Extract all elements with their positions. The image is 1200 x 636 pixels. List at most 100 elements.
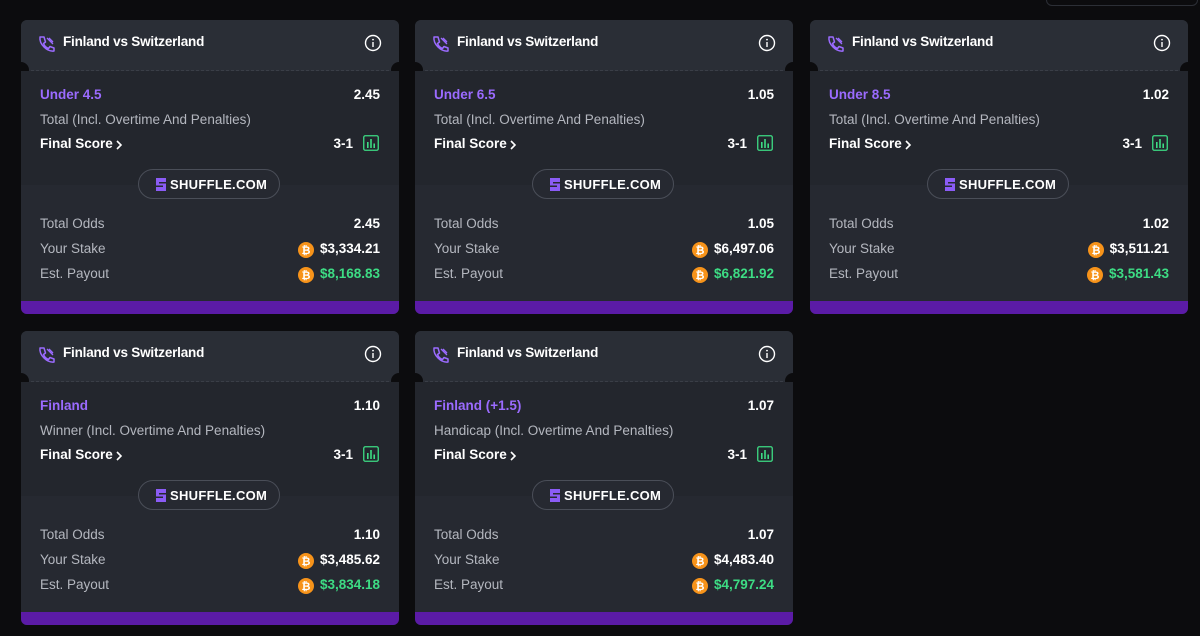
- total-odds-value: 1.05: [747, 216, 774, 231]
- total-odds-value: 2.45: [353, 216, 380, 231]
- top-toolbar-edge: [1046, 0, 1198, 6]
- bitcoin-coin-icon: ₿: [298, 553, 314, 569]
- stake-label: Your Stake: [40, 241, 106, 256]
- info-icon[interactable]: [364, 34, 382, 52]
- match-title[interactable]: Finland vs Switzerland: [457, 34, 599, 49]
- brand-badge[interactable]: SHUFFLE.COM: [138, 169, 280, 199]
- svg-text:₿: ₿: [696, 555, 705, 568]
- shuffle-logo-icon: [945, 178, 955, 191]
- selection-name: Under 8.5: [829, 87, 891, 102]
- ticket-notch-right: [785, 373, 793, 389]
- info-icon[interactable]: [1153, 34, 1171, 52]
- total-odds-label: Total Odds: [434, 527, 499, 542]
- chevron-right-icon[interactable]: [509, 139, 517, 151]
- market-name: Total (Incl. Overtime And Penalties): [434, 112, 645, 127]
- bitcoin-coin-icon: ₿: [692, 578, 708, 594]
- svg-text:₿: ₿: [696, 244, 705, 257]
- info-icon[interactable]: [758, 34, 776, 52]
- total-odds-value: 1.07: [747, 527, 774, 542]
- final-score-value: 3-1: [333, 136, 353, 151]
- bet-card-header: Finland vs Switzerland: [21, 20, 399, 71]
- bitcoin-coin-icon: ₿: [1087, 267, 1103, 283]
- selection-odds: 1.07: [747, 398, 774, 413]
- market-name: Handicap (Incl. Overtime And Penalties): [434, 423, 674, 438]
- selection-section: [21, 382, 399, 496]
- payout-value: $4,797.24: [713, 577, 774, 592]
- final-score-link[interactable]: Final Score: [40, 447, 113, 462]
- final-score-value: 3-1: [333, 447, 353, 462]
- bar-chart-icon[interactable]: [757, 446, 773, 462]
- ticket-notch-left: [415, 62, 423, 78]
- brand-badge[interactable]: SHUFFLE.COM: [532, 480, 674, 510]
- brand-name: SHUFFLE.COM: [170, 488, 268, 503]
- bet-card[interactable]: Finland vs Switzerland Under 4.5 2.45 To…: [21, 20, 399, 314]
- payout-label: Est. Payout: [40, 266, 110, 281]
- selection-name: Under 6.5: [434, 87, 496, 102]
- bitcoin-coin-icon: ₿: [298, 242, 314, 258]
- final-score-link[interactable]: Final Score: [40, 136, 113, 151]
- final-score-link[interactable]: Final Score: [434, 136, 507, 151]
- bet-card[interactable]: Finland vs Switzerland Finland 1.10 Winn…: [21, 331, 399, 625]
- match-title[interactable]: Finland vs Switzerland: [852, 34, 994, 49]
- match-title[interactable]: Finland vs Switzerland: [457, 345, 599, 360]
- chevron-right-icon[interactable]: [509, 450, 517, 462]
- stake-label: Your Stake: [40, 552, 106, 567]
- market-name: Total (Incl. Overtime And Penalties): [40, 112, 251, 127]
- match-title[interactable]: Finland vs Switzerland: [63, 345, 205, 360]
- selection-section: [21, 71, 399, 185]
- ticket-notch-right: [391, 62, 399, 78]
- brand-badge[interactable]: SHUFFLE.COM: [532, 169, 674, 199]
- market-name: Winner (Incl. Overtime And Penalties): [40, 423, 266, 438]
- chevron-right-icon[interactable]: [115, 450, 123, 462]
- brand-badge[interactable]: SHUFFLE.COM: [927, 169, 1069, 199]
- bet-card-header: Finland vs Switzerland: [415, 331, 793, 382]
- payout-value: $6,821.92: [713, 266, 774, 281]
- bet-card[interactable]: Finland vs Switzerland Under 8.5 1.02 To…: [810, 20, 1188, 314]
- brand-badge[interactable]: SHUFFLE.COM: [138, 480, 280, 510]
- shuffle-logo-icon: [156, 489, 166, 502]
- final-score-link[interactable]: Final Score: [829, 136, 902, 151]
- chevron-right-icon[interactable]: [115, 139, 123, 151]
- ticket-icon: [433, 347, 449, 363]
- card-accent-bar: [21, 612, 399, 625]
- card-accent-bar: [810, 301, 1188, 314]
- total-odds-value: 1.02: [1142, 216, 1169, 231]
- selection-section: [415, 382, 793, 496]
- stake-value: $4,483.40: [713, 552, 774, 567]
- ticket-notch-left: [810, 62, 818, 78]
- stake-value: $3,485.62: [319, 552, 380, 567]
- bar-chart-icon[interactable]: [1152, 135, 1168, 151]
- selection-odds: 1.10: [353, 398, 380, 413]
- bet-card-header: Finland vs Switzerland: [415, 20, 793, 71]
- match-title[interactable]: Finland vs Switzerland: [63, 34, 205, 49]
- chevron-right-icon[interactable]: [904, 139, 912, 151]
- selection-section: [415, 71, 793, 185]
- info-icon[interactable]: [758, 345, 776, 363]
- stake-value: $3,334.21: [319, 241, 380, 256]
- bet-card-header: Finland vs Switzerland: [21, 331, 399, 382]
- bar-chart-icon[interactable]: [757, 135, 773, 151]
- bet-card-header: Finland vs Switzerland: [810, 20, 1188, 71]
- final-score-value: 3-1: [1122, 136, 1142, 151]
- bar-chart-icon[interactable]: [363, 446, 379, 462]
- final-score-value: 3-1: [727, 447, 747, 462]
- card-accent-bar: [21, 301, 399, 314]
- ticket-notch-right: [1180, 62, 1188, 78]
- svg-text:₿: ₿: [302, 555, 311, 568]
- payout-label: Est. Payout: [829, 266, 899, 281]
- shuffle-logo-icon: [550, 178, 560, 191]
- bet-card[interactable]: Finland vs Switzerland Under 6.5 1.05 To…: [415, 20, 793, 314]
- svg-text:₿: ₿: [302, 269, 311, 282]
- ticket-icon: [433, 36, 449, 52]
- svg-text:₿: ₿: [1091, 269, 1100, 282]
- bitcoin-coin-icon: ₿: [298, 267, 314, 283]
- payout-value: $8,168.83: [319, 266, 380, 281]
- ticket-icon: [39, 36, 55, 52]
- ticket-notch-right: [391, 373, 399, 389]
- bet-card[interactable]: Finland vs Switzerland Finland (+1.5) 1.…: [415, 331, 793, 625]
- total-odds-label: Total Odds: [40, 216, 105, 231]
- info-icon[interactable]: [364, 345, 382, 363]
- selection-odds: 1.02: [1142, 87, 1169, 102]
- final-score-link[interactable]: Final Score: [434, 447, 507, 462]
- bar-chart-icon[interactable]: [363, 135, 379, 151]
